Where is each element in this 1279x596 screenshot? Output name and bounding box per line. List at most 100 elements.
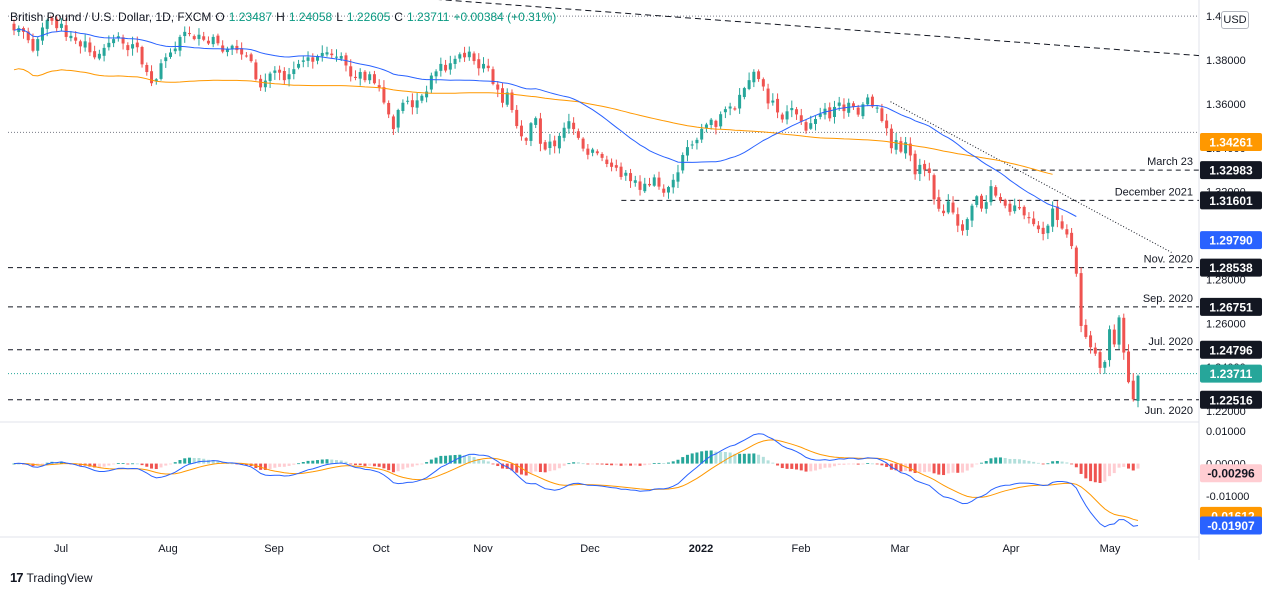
macd-histogram-bar	[425, 462, 429, 464]
macd-histogram-bar	[605, 463, 609, 465]
price-label-box	[1200, 191, 1262, 210]
macd-histogram-bar	[942, 463, 946, 476]
price-label: 1.26751	[1209, 300, 1253, 314]
macd-histogram-bar	[12, 463, 16, 465]
candle-body	[396, 110, 400, 128]
macd-histogram-bar	[695, 452, 699, 464]
macd-histogram-bar	[638, 463, 642, 466]
macd-histogram-bar	[799, 463, 803, 471]
candle-body	[55, 18, 59, 29]
macd-histogram-bar	[121, 463, 125, 464]
candle-body	[875, 107, 879, 109]
candle-body	[657, 177, 661, 187]
candle-body	[956, 214, 960, 226]
macd-histogram-bar	[776, 463, 780, 466]
candle-body	[975, 196, 979, 205]
price-tick: 1.38000	[1206, 55, 1246, 67]
macd-histogram-bar	[1003, 457, 1007, 464]
macd-histogram-bar	[856, 463, 860, 465]
candle-body	[382, 87, 386, 103]
candle-body	[112, 39, 116, 44]
sma-200-line	[13, 68, 1053, 175]
macd-histogram-bar	[107, 463, 111, 466]
candle-body	[927, 168, 931, 173]
macd-histogram-bar	[932, 463, 936, 474]
macd-histogram-bar	[600, 463, 604, 465]
macd-histogram-bar	[1046, 463, 1050, 465]
macd-histogram-bar	[368, 463, 372, 466]
candle-body	[757, 71, 761, 80]
candle-body	[790, 108, 794, 111]
macd-histogram-bar	[434, 457, 438, 464]
macd-histogram-bar	[1103, 463, 1107, 482]
macd-histogram-bar	[681, 457, 685, 464]
macd-histogram-bar	[671, 461, 675, 464]
macd-histogram-bar	[785, 463, 789, 469]
macd-histogram-bar	[102, 463, 106, 467]
candle-body	[78, 41, 82, 47]
macd-histogram-bar	[557, 463, 561, 469]
tradingview-logo[interactable]: 17 TradingView	[10, 570, 93, 585]
macd-histogram-bar	[268, 463, 272, 469]
macd-histogram-bar	[448, 455, 452, 464]
macd-histogram-bar	[828, 463, 832, 468]
macd-histogram-bar	[979, 462, 983, 464]
candle-body	[183, 31, 187, 37]
macd-histogram-bar	[325, 459, 329, 464]
price-axis[interactable]: 1.400001.380001.360001.340001.320001.300…	[1200, 11, 1262, 535]
macd-histogram-bar	[1089, 463, 1093, 482]
candle-body	[572, 122, 576, 130]
sma-50-line	[13, 28, 1077, 217]
macd-histogram-bar	[45, 462, 49, 464]
macd-histogram-bar	[183, 458, 187, 464]
macd-histogram-bar	[391, 463, 395, 473]
candle-body	[714, 120, 718, 127]
price-label-box	[1200, 133, 1262, 152]
price-label: 1.29790	[1209, 234, 1253, 248]
macd-histogram-bar	[576, 462, 580, 464]
macd-label: -0.00296	[1207, 467, 1255, 481]
level-label: Sep. 2020	[1143, 293, 1193, 305]
macd-histogram-bar	[752, 453, 756, 464]
candle-body	[282, 71, 286, 81]
macd-histogram-bar	[477, 459, 481, 464]
time-axis[interactable]: Jul Aug Sep Oct Nov Dec 2022 Feb Mar Apr May	[54, 543, 1121, 555]
candle-body	[942, 210, 946, 214]
candle-body	[491, 69, 495, 84]
macd-histogram-bar	[704, 450, 708, 464]
macd-histogram-bar	[358, 463, 362, 466]
candle-body	[1108, 329, 1112, 361]
price-tick: 1.26000	[1206, 318, 1246, 330]
candle-body	[391, 116, 395, 130]
candle-body	[610, 162, 614, 167]
macd-histogram-bar	[719, 451, 723, 464]
candle-body	[187, 33, 191, 35]
candle-body	[206, 40, 210, 44]
candle-body	[50, 17, 54, 21]
macd-signal-line	[13, 439, 1139, 521]
macd-histogram-bar	[771, 462, 775, 464]
currency-button[interactable]: USD	[1221, 11, 1249, 29]
candle-body	[828, 107, 832, 119]
candle-body	[1032, 218, 1036, 225]
macd-histogram-bar	[491, 463, 495, 465]
macd-histogram-bar	[1098, 463, 1102, 483]
candle-body	[913, 153, 917, 175]
macd-histogram-bar	[614, 463, 618, 466]
macd-histogram-bar	[624, 463, 628, 466]
candles[interactable]	[12, 16, 1140, 408]
candle-body	[97, 53, 101, 59]
macd-histogram-bar	[429, 459, 433, 464]
candle-body	[1008, 203, 1012, 212]
macd-histogram-bar	[401, 463, 405, 470]
candle-body	[249, 54, 253, 62]
candle-body	[576, 131, 580, 138]
time-tick: Sep	[264, 543, 284, 555]
candle-body	[320, 52, 324, 57]
candle-body	[505, 92, 509, 105]
candle-body	[1089, 335, 1093, 348]
macd-histogram-bar	[131, 463, 135, 465]
candle-body	[1084, 324, 1088, 337]
candle-body	[818, 113, 822, 117]
